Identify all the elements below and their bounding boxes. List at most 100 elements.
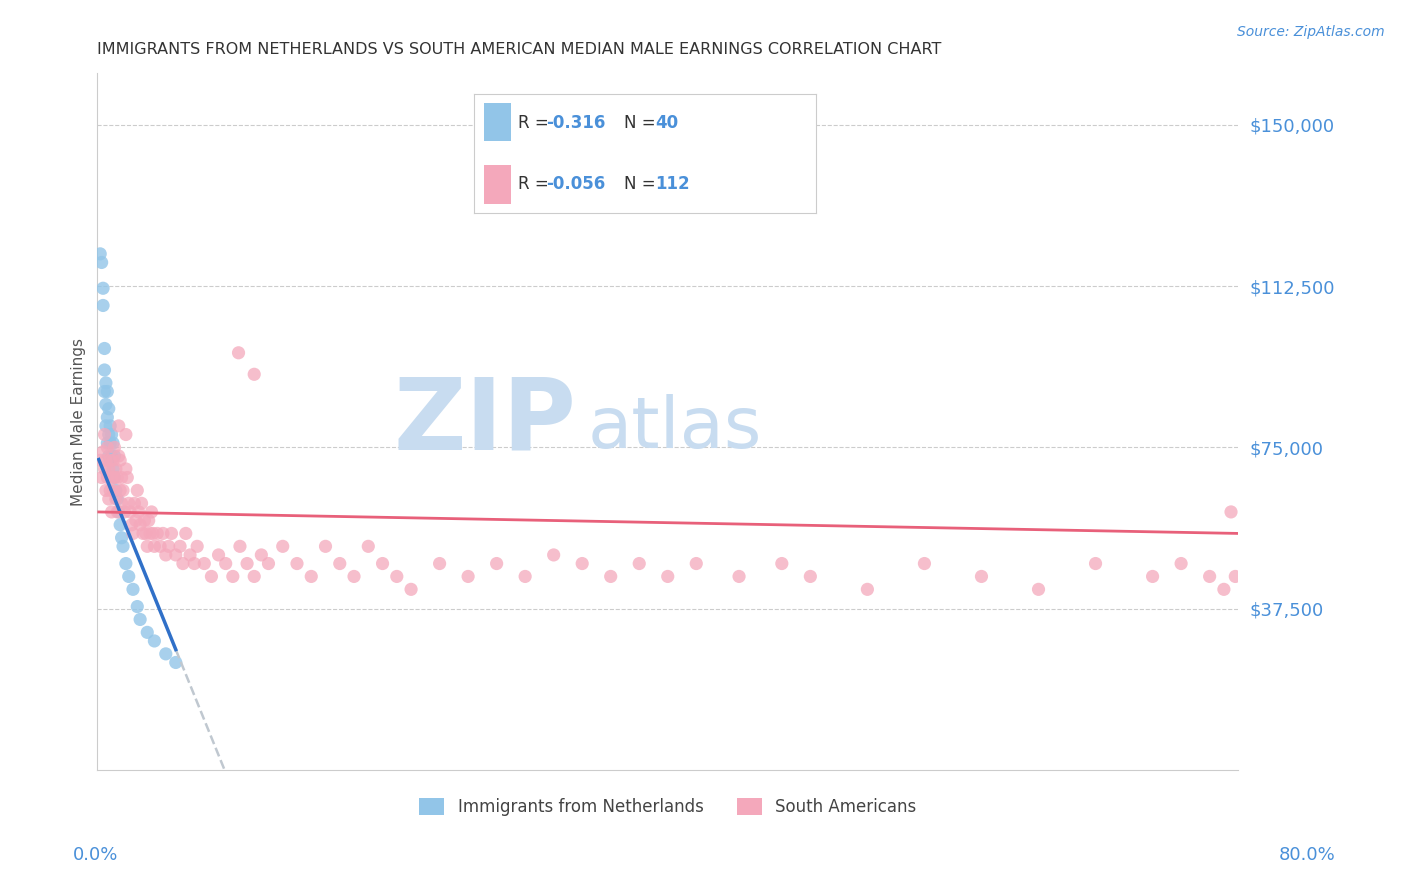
Point <box>228 345 250 359</box>
Text: Source: ZipAtlas.com: Source: ZipAtlas.com <box>1237 25 1385 39</box>
Point <box>96 441 118 455</box>
Point <box>174 526 197 541</box>
Point <box>1220 505 1243 519</box>
Point <box>100 470 122 484</box>
Point <box>98 453 121 467</box>
Point <box>100 505 122 519</box>
Point <box>101 453 124 467</box>
Point <box>243 368 266 382</box>
Point <box>105 470 128 484</box>
Text: ZIP: ZIP <box>394 373 576 470</box>
Point <box>93 427 115 442</box>
Point <box>101 483 124 498</box>
Point <box>107 505 129 519</box>
Point <box>856 582 879 597</box>
Point <box>103 470 125 484</box>
Point <box>103 449 125 463</box>
Point <box>127 483 149 498</box>
Point <box>285 557 308 571</box>
Point <box>599 569 621 583</box>
Point <box>127 599 149 614</box>
Point <box>96 384 118 399</box>
Point <box>165 656 187 670</box>
Point <box>94 418 117 433</box>
Point <box>143 539 166 553</box>
Point <box>110 531 132 545</box>
Point <box>142 526 165 541</box>
Point <box>657 569 679 583</box>
Point <box>229 539 252 553</box>
Point <box>93 363 115 377</box>
Point <box>97 427 120 442</box>
Point <box>141 505 163 519</box>
Point <box>93 384 115 399</box>
Point <box>98 436 121 450</box>
Point <box>457 569 479 583</box>
Point <box>122 526 145 541</box>
Point <box>93 342 115 356</box>
Point <box>121 517 143 532</box>
Point <box>136 539 159 553</box>
Text: IMMIGRANTS FROM NETHERLANDS VS SOUTH AMERICAN MEDIAN MALE EARNINGS CORRELATION C: IMMIGRANTS FROM NETHERLANDS VS SOUTH AME… <box>97 42 942 57</box>
Point <box>129 517 152 532</box>
Point <box>128 505 150 519</box>
Point <box>155 647 177 661</box>
Point <box>96 436 118 450</box>
Point <box>117 470 139 484</box>
Point <box>97 462 120 476</box>
Point <box>111 483 134 498</box>
Point <box>111 539 134 553</box>
Text: atlas: atlas <box>588 394 762 463</box>
Point <box>1028 582 1050 597</box>
Point <box>515 569 537 583</box>
Point <box>136 625 159 640</box>
Point <box>169 539 191 553</box>
Point <box>124 496 146 510</box>
Point <box>183 557 205 571</box>
Point <box>108 517 131 532</box>
Point <box>134 514 156 528</box>
Point <box>108 483 131 498</box>
Point <box>139 526 162 541</box>
Point <box>115 462 138 476</box>
Point <box>1225 569 1247 583</box>
Point <box>107 449 129 463</box>
Point <box>100 427 122 442</box>
Point <box>107 418 129 433</box>
Point <box>271 539 294 553</box>
Point <box>90 470 112 484</box>
Point <box>94 483 117 498</box>
Point <box>96 410 118 425</box>
Point <box>108 453 131 467</box>
Point <box>105 505 128 519</box>
Point <box>1170 557 1192 571</box>
Point <box>100 449 122 463</box>
Point <box>371 557 394 571</box>
Point <box>186 539 208 553</box>
Point <box>103 441 125 455</box>
Point <box>543 548 565 562</box>
Point <box>90 255 112 269</box>
Point <box>125 514 148 528</box>
Point <box>429 557 451 571</box>
Point <box>179 548 201 562</box>
Point <box>399 582 422 597</box>
Point <box>97 401 120 416</box>
Point <box>89 453 111 467</box>
Point <box>685 557 707 571</box>
Point <box>250 548 273 562</box>
Point <box>912 557 935 571</box>
Point <box>207 548 229 562</box>
Point <box>799 569 821 583</box>
Point <box>222 569 245 583</box>
Point <box>97 491 120 506</box>
Point <box>770 557 793 571</box>
Point <box>728 569 751 583</box>
Point <box>118 569 141 583</box>
Point <box>96 470 118 484</box>
Point <box>343 569 366 583</box>
Point <box>129 612 152 626</box>
Point <box>91 281 114 295</box>
Point <box>104 491 127 506</box>
Point <box>299 569 322 583</box>
